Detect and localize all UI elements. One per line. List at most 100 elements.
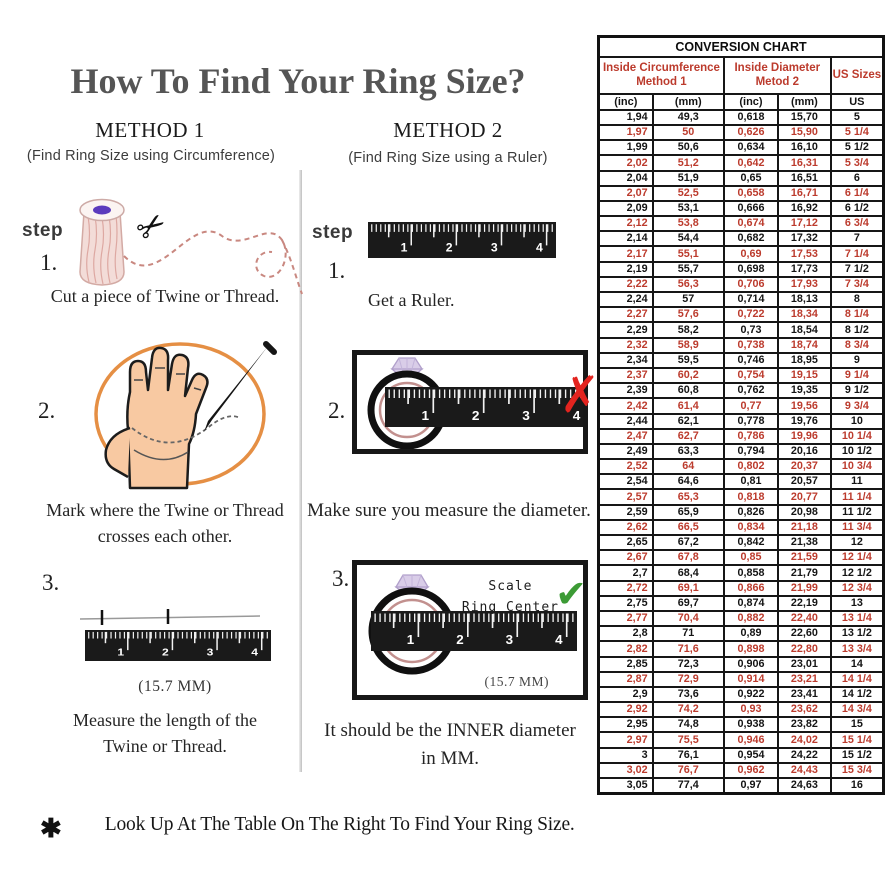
table-row: 1,97 50 0,626 15,90 5 1/4 xyxy=(597,123,885,142)
column-group-diameter: Inside Diameter Metod 2 xyxy=(722,56,832,95)
scale-note-line2: Ring Center xyxy=(461,599,559,615)
svg-text:2: 2 xyxy=(472,408,480,423)
method2-step3-caption-line1: It should be the INNER diameter xyxy=(324,720,576,741)
conversion-chart-table: CONVERSION CHART Inside Circumference Me… xyxy=(597,35,885,796)
svg-text:2: 2 xyxy=(162,647,169,658)
table-row: 2,47 62,7 0,786 19,96 10 1/4 xyxy=(597,427,885,445)
svg-text:2: 2 xyxy=(446,241,453,255)
method1-step2-number: 2. xyxy=(38,398,56,423)
method1-step-label: step xyxy=(22,220,64,241)
method1-step1-caption: Cut a piece of Twine or Thread. xyxy=(50,286,280,306)
table-row: 2,29 58,2 0,73 18,54 8 1/2 xyxy=(597,321,885,339)
ruler-illustration-method2: 1 2 3 4 xyxy=(368,222,556,258)
col-header-circ-inc: (inc) xyxy=(597,92,654,111)
ring-ruler-correct-illustration: 1 2 3 4 xyxy=(368,574,577,675)
method2-step1-number: 1. xyxy=(328,258,346,283)
table-row: 2,24 57 0,714 18,13 8 xyxy=(597,290,885,309)
table-row: 2,44 62,1 0,778 19,76 10 xyxy=(597,412,885,430)
col-header-circ-mm: (mm) xyxy=(651,92,725,111)
method1-subheading: (Find Ring Size using Circumference) xyxy=(26,148,276,164)
svg-text:1: 1 xyxy=(117,647,124,658)
method2-step2-number: 2. xyxy=(328,398,346,423)
asterisk-icon: ✱ xyxy=(40,814,62,843)
table-row: 1,99 50,6 0,634 16,10 5 1/2 xyxy=(597,139,885,157)
hand-marking-illustration xyxy=(94,341,277,490)
svg-text:4: 4 xyxy=(555,632,563,647)
table-row: 2,92 74,2 0,93 23,62 14 3/4 xyxy=(597,701,885,719)
table-row: 2,75 69,7 0,874 22,19 13 xyxy=(597,594,885,612)
cross-icon: ✗ xyxy=(559,365,600,425)
method2-step2-caption: Make sure you measure the diameter. xyxy=(307,500,591,521)
scale-note-line1: Scale xyxy=(488,579,533,594)
table-row: 2,59 65,9 0,826 20,98 11 1/2 xyxy=(597,503,885,521)
svg-text:3: 3 xyxy=(506,632,513,647)
table-row: 1,94 49,3 0,618 15,70 5 xyxy=(597,108,885,126)
table-row: 2,9 73,6 0,922 23,41 14 1/2 xyxy=(597,685,885,704)
table-row: 2,77 70,4 0,882 22,40 13 1/4 xyxy=(597,609,885,628)
col-header-diam-inc: (inc) xyxy=(722,92,780,111)
table-row: 2,82 71,6 0,898 22,80 13 3/4 xyxy=(597,640,885,658)
table-row: 2,67 67,8 0,85 21,59 12 1/4 xyxy=(597,549,885,567)
table-row: 2,62 66,5 0,834 21,18 11 3/4 xyxy=(597,518,885,537)
column-group-us-sizes: US Sizes xyxy=(829,56,885,95)
table-row: 2,7 68,4 0,858 21,79 12 1/2 xyxy=(597,564,885,582)
footnote-text: Look Up At The Table On The Right To Fin… xyxy=(104,814,575,835)
method1-step2-caption-line2: crosses each other. xyxy=(97,526,233,546)
scissors-icon: ✂ xyxy=(129,202,175,251)
table-row: 2,49 63,3 0,794 20,16 10 1/2 xyxy=(597,442,885,461)
table-row: 2,72 69,1 0,866 21,99 12 3/4 xyxy=(597,579,885,597)
table-row: 2,27 57,6 0,722 18,34 8 1/4 xyxy=(597,306,885,324)
svg-text:3: 3 xyxy=(491,241,498,255)
method1-step3-caption-line2: Twine or Thread. xyxy=(103,736,227,756)
method2-step1-caption: Get a Ruler. xyxy=(368,290,455,310)
table-row: 2,14 54,4 0,682 17,32 7 xyxy=(597,230,885,248)
method2-measurement: (15.7 MM) xyxy=(484,674,549,689)
table-row: 2,22 56,3 0,706 17,93 7 3/4 xyxy=(597,275,885,294)
table-row: 2,34 59,5 0,746 18,95 9 xyxy=(597,351,885,369)
correct-measurement-box: 1 2 3 4 Scale Ring Center ✔ (15.7 MM) xyxy=(352,560,588,700)
table-row: 2,07 52,5 0,658 16,71 6 1/4 xyxy=(597,184,885,202)
method1-step3-number: 3. xyxy=(42,570,60,595)
svg-text:1: 1 xyxy=(407,632,414,647)
table-row: 2,97 75,5 0,946 24,02 15 1/4 xyxy=(597,731,885,749)
column-group-circumference: Inside Circumference Method 1 xyxy=(597,56,725,95)
col-header-us: US xyxy=(829,92,885,111)
method2-heading: METHOD 2 xyxy=(393,118,503,142)
table-row: 2,87 72,9 0,914 23,21 14 1/4 xyxy=(597,670,885,688)
method1-measurement: (15.7 MM) xyxy=(138,678,212,695)
svg-text:3: 3 xyxy=(522,408,530,423)
ruler-illustration-method1: 1 2 3 4 xyxy=(85,630,271,661)
svg-text:3: 3 xyxy=(207,647,214,658)
table-row: 2,57 65,3 0,818 20,77 11 1/4 xyxy=(597,488,885,506)
table-row: 2,09 53,1 0,666 16,92 6 1/2 xyxy=(597,199,885,218)
column-divider xyxy=(299,170,302,772)
measured-thread-illustration xyxy=(79,609,261,625)
table-row: 2,39 60,8 0,762 19,35 9 1/2 xyxy=(597,382,885,400)
svg-text:1: 1 xyxy=(401,241,408,255)
method2-step-label: step xyxy=(312,222,354,243)
table-row: 2,19 55,7 0,698 17,73 7 1/2 xyxy=(597,260,885,278)
table-row: 2,42 61,4 0,77 19,56 9 3/4 xyxy=(597,397,885,415)
table-row: 2,04 51,9 0,65 16,51 6 xyxy=(597,169,885,187)
table-row: 2,8 71 0,89 22,60 13 1/2 xyxy=(597,625,885,643)
ring-ruler-wrong-illustration: 1 2 3 4 xyxy=(367,357,595,450)
footnote: ✱ Look Up At The Table On The Right To F… xyxy=(30,814,590,844)
table-row: 2,02 51,2 0,642 16,31 5 3/4 xyxy=(597,154,885,172)
table-row: 3,05 77,4 0,97 24,63 16 xyxy=(597,777,885,795)
table-row: 2,65 67,2 0,842 21,38 12 xyxy=(597,533,885,552)
method2-step3-caption-line2: in MM. xyxy=(420,748,480,769)
method2-subheading: (Find Ring Size using a Ruler) xyxy=(348,150,548,166)
col-header-diam-mm: (mm) xyxy=(777,92,832,111)
table-row: 2,37 60,2 0,754 19,15 9 1/4 xyxy=(597,366,885,385)
method1-heading: METHOD 1 xyxy=(95,118,205,142)
page-title: How To Find Your Ring Size? xyxy=(70,61,526,102)
conversion-chart-title: CONVERSION CHART xyxy=(597,35,885,58)
scale-ring-center-note: Scale Ring Center xyxy=(462,577,559,619)
table-row: 2,17 55,1 0,69 17,53 7 1/4 xyxy=(597,245,885,263)
wrong-measurement-box: 1 2 3 4 ✗ xyxy=(352,350,600,454)
table-row: 2,32 58,9 0,738 18,74 8 3/4 xyxy=(597,336,885,354)
svg-text:2: 2 xyxy=(456,632,463,647)
table-row: 3,02 76,7 0,962 24,43 15 3/4 xyxy=(597,761,885,780)
twine-spool-scissors-illustration: ✂ xyxy=(79,198,303,295)
table-row: 2,12 53,8 0,674 17,12 6 3/4 xyxy=(597,215,885,233)
